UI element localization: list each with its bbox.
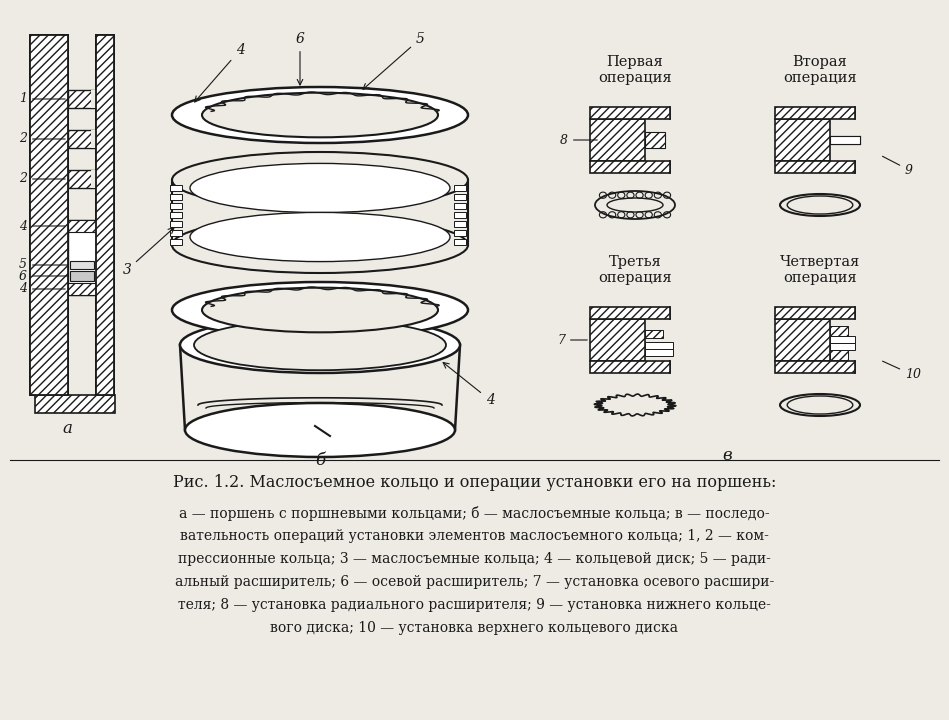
Bar xyxy=(96,35,114,395)
Bar xyxy=(454,194,466,200)
Bar xyxy=(30,35,68,395)
Ellipse shape xyxy=(185,403,455,457)
Bar xyxy=(590,319,645,361)
Bar xyxy=(68,220,96,232)
Bar xyxy=(170,239,182,245)
Text: альный расширитель; 6 — осевой расширитель; 7 — установка осевого расшири-: альный расширитель; 6 — осевой расширите… xyxy=(175,575,774,589)
Text: 4: 4 xyxy=(195,43,245,102)
Bar xyxy=(454,212,466,218)
Ellipse shape xyxy=(190,163,450,212)
Bar xyxy=(454,203,466,209)
Text: 2: 2 xyxy=(19,173,65,186)
Bar xyxy=(775,161,855,173)
Bar xyxy=(170,194,182,200)
Text: 6: 6 xyxy=(19,269,67,282)
Text: 5: 5 xyxy=(363,32,424,89)
Text: Первая
операция: Первая операция xyxy=(598,55,672,85)
Bar xyxy=(775,307,855,319)
Bar xyxy=(68,170,96,188)
Text: 4: 4 xyxy=(19,282,65,295)
Text: 3: 3 xyxy=(122,228,174,277)
Text: а — поршень с поршневыми кольцами; б — маслосъемные кольца; в — последо-: а — поршень с поршневыми кольцами; б — м… xyxy=(179,506,770,521)
Text: Рис. 1.2. Маслосъемное кольцо и операции установки его на поршень:: Рис. 1.2. Маслосъемное кольцо и операции… xyxy=(173,474,776,491)
Text: 10: 10 xyxy=(883,361,921,382)
Text: Третья
операция: Третья операция xyxy=(598,255,672,285)
Bar xyxy=(96,35,114,395)
Bar xyxy=(35,395,115,413)
Text: 9: 9 xyxy=(883,156,913,176)
Text: вого диска; 10 — установка верхнего кольцевого диска: вого диска; 10 — установка верхнего коль… xyxy=(270,621,679,635)
Bar xyxy=(454,239,466,245)
Bar xyxy=(590,119,645,161)
Bar xyxy=(590,161,670,173)
Bar xyxy=(645,349,673,356)
Bar xyxy=(68,220,96,295)
Bar xyxy=(68,130,96,148)
Bar xyxy=(775,107,855,119)
Bar xyxy=(91,170,96,188)
Bar xyxy=(30,35,68,395)
Text: 4: 4 xyxy=(443,362,494,407)
Bar xyxy=(590,107,670,119)
Bar xyxy=(170,203,182,209)
Text: 1: 1 xyxy=(19,92,65,106)
Bar xyxy=(775,319,830,361)
Bar xyxy=(590,361,670,373)
Ellipse shape xyxy=(194,320,446,370)
Bar xyxy=(454,230,466,236)
Ellipse shape xyxy=(202,288,438,333)
Text: 8: 8 xyxy=(560,133,597,146)
Text: прессионные кольца; 3 — маслосъемные кольца; 4 — кольцевой диск; 5 — ради-: прессионные кольца; 3 — маслосъемные кол… xyxy=(178,552,771,566)
Bar xyxy=(830,326,848,336)
Text: Вторая
операция: Вторая операция xyxy=(783,55,857,85)
Bar xyxy=(68,90,96,108)
Text: вательность операций установки элементов маслосъемного кольца; 1, 2 — ком-: вательность операций установки элементов… xyxy=(180,529,769,543)
Bar xyxy=(830,136,860,144)
Bar xyxy=(645,132,665,148)
Text: 4: 4 xyxy=(19,220,65,233)
Bar xyxy=(70,271,94,281)
Bar xyxy=(68,283,96,295)
Bar xyxy=(91,130,96,148)
Bar xyxy=(830,350,848,360)
Ellipse shape xyxy=(202,93,438,138)
Bar xyxy=(170,212,182,218)
Bar xyxy=(590,307,670,319)
Text: 5: 5 xyxy=(19,258,67,271)
Text: б: б xyxy=(315,452,326,469)
Ellipse shape xyxy=(190,212,450,261)
Text: 7: 7 xyxy=(557,333,587,346)
Text: а: а xyxy=(63,420,72,437)
Bar xyxy=(830,336,855,343)
Bar xyxy=(170,185,182,191)
Bar xyxy=(170,221,182,227)
Bar xyxy=(70,261,94,269)
Bar xyxy=(830,343,855,350)
Ellipse shape xyxy=(180,317,460,373)
Bar xyxy=(645,342,673,349)
Bar xyxy=(775,119,830,161)
Bar xyxy=(775,361,855,373)
Bar xyxy=(170,230,182,236)
Text: в: в xyxy=(723,447,733,464)
Bar xyxy=(91,90,96,108)
Text: Четвертая
операция: Четвертая операция xyxy=(780,255,860,285)
Text: теля; 8 — установка радиального расширителя; 9 — установка нижнего кольце-: теля; 8 — установка радиального расширит… xyxy=(178,598,771,612)
Text: 6: 6 xyxy=(295,32,305,85)
Bar xyxy=(454,185,466,191)
Text: 2: 2 xyxy=(19,132,65,145)
Bar xyxy=(454,221,466,227)
Bar xyxy=(645,330,663,338)
Ellipse shape xyxy=(172,282,468,338)
Ellipse shape xyxy=(172,87,468,143)
